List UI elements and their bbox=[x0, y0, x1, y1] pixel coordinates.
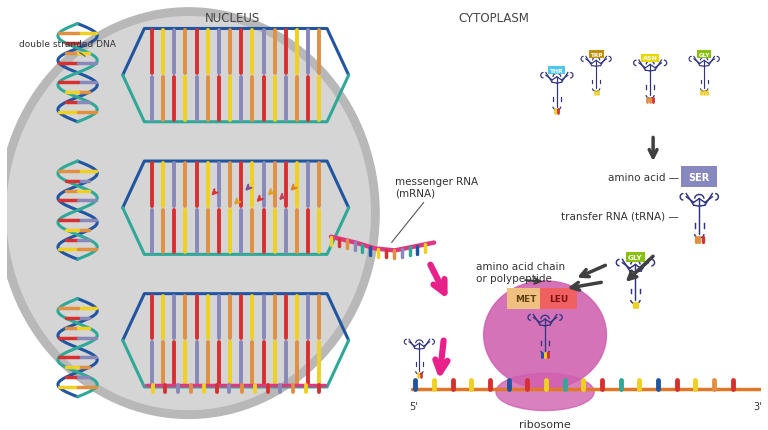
Text: GLY: GLY bbox=[698, 52, 710, 58]
FancyBboxPatch shape bbox=[507, 288, 544, 310]
Text: double stranded DNA: double stranded DNA bbox=[18, 40, 115, 57]
FancyBboxPatch shape bbox=[681, 167, 717, 187]
Text: NUCLEUS: NUCLEUS bbox=[205, 12, 260, 25]
Text: 3': 3' bbox=[753, 401, 762, 411]
Text: amino acid chain
or polypeptide: amino acid chain or polypeptide bbox=[476, 261, 565, 283]
Text: transfer RNA (tRNA) —: transfer RNA (tRNA) — bbox=[561, 211, 679, 221]
Text: SER: SER bbox=[689, 172, 710, 182]
Text: MET: MET bbox=[515, 295, 536, 303]
Text: TRP: TRP bbox=[590, 52, 602, 58]
Text: GLY: GLY bbox=[628, 254, 643, 260]
Text: ASN: ASN bbox=[643, 56, 657, 61]
Ellipse shape bbox=[484, 281, 607, 389]
Text: messenger RNA
(mRNA): messenger RNA (mRNA) bbox=[392, 176, 478, 243]
Text: LEU: LEU bbox=[549, 295, 568, 303]
Text: ribosome: ribosome bbox=[519, 419, 571, 430]
Text: 5': 5' bbox=[409, 401, 418, 411]
Text: CYTOPLASM: CYTOPLASM bbox=[458, 12, 529, 25]
FancyBboxPatch shape bbox=[540, 288, 578, 310]
Ellipse shape bbox=[496, 373, 594, 411]
Text: THR: THR bbox=[550, 69, 564, 74]
Ellipse shape bbox=[0, 9, 379, 418]
Text: amino acid —: amino acid — bbox=[607, 172, 679, 182]
Ellipse shape bbox=[7, 18, 370, 410]
